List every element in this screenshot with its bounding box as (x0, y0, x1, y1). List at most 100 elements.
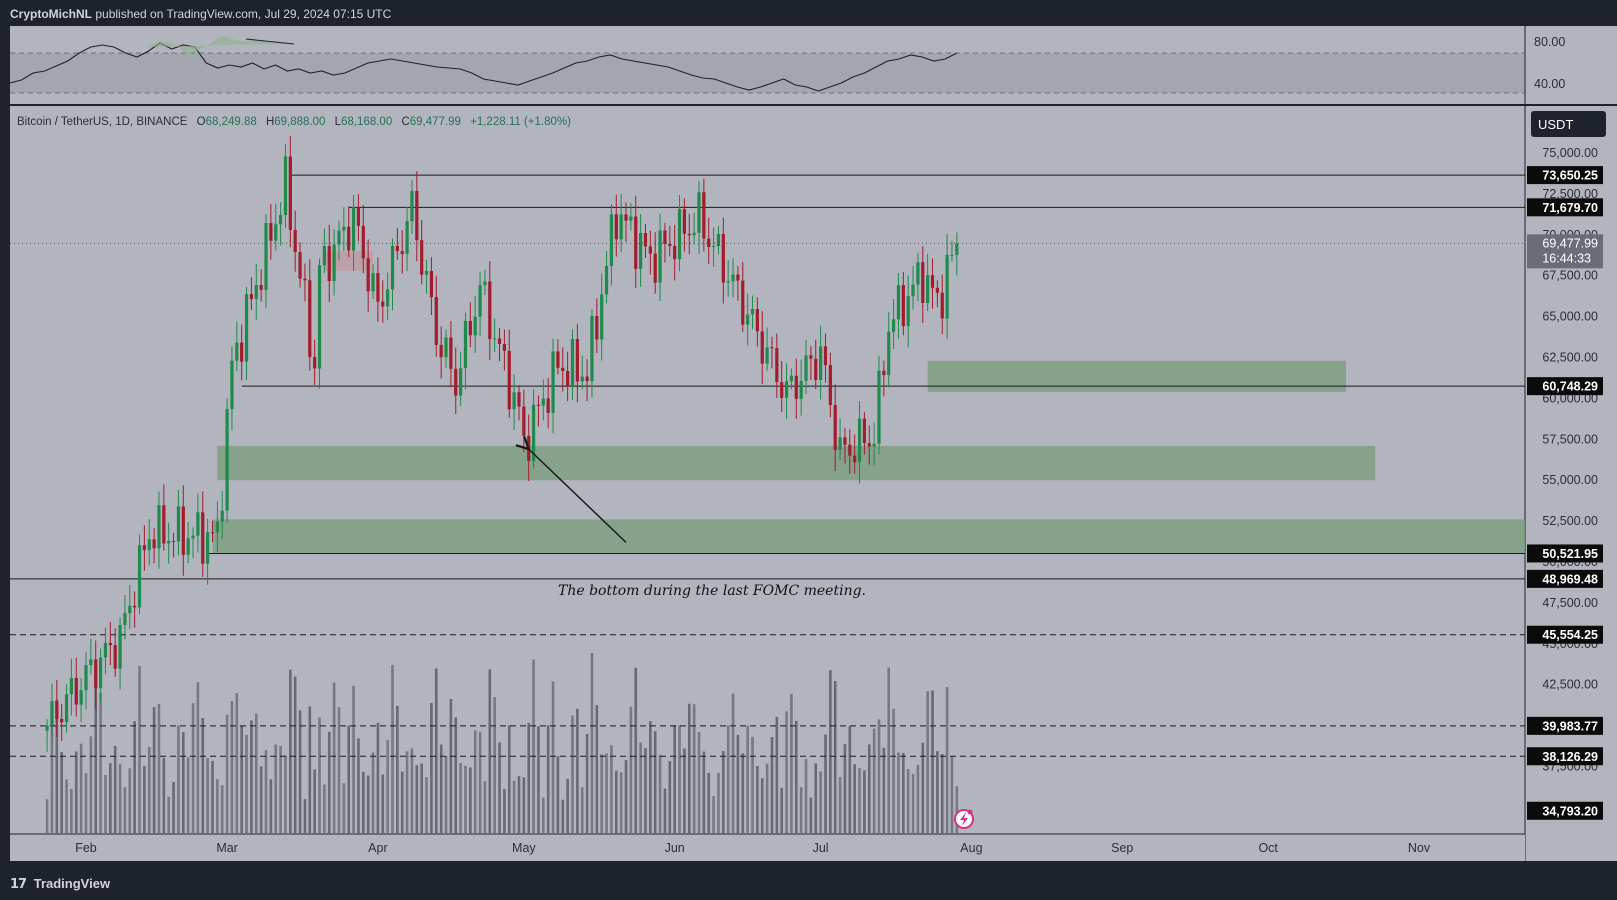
volume-bar (143, 766, 146, 833)
x-tick-label: Oct (1258, 841, 1278, 855)
symbol-legend[interactable]: Bitcoin / TetherUS, 1D, BINANCE O68,249.… (17, 116, 571, 128)
annotation-text[interactable]: The bottom during the last FOMC meeting. (558, 583, 866, 599)
candle-body (439, 344, 443, 358)
demand-zone[interactable] (217, 445, 1376, 481)
publisher-author[interactable]: CryptoMichNL (10, 7, 92, 21)
volume-bar (79, 743, 83, 833)
time-axis[interactable] (10, 834, 1525, 861)
y-tick-label: 65,000.00 (1542, 310, 1598, 324)
y-tick-label: 42,500.00 (1542, 678, 1598, 692)
volume-bar (206, 758, 209, 833)
candle-body (945, 254, 949, 319)
candle-body (794, 375, 798, 399)
volume-bar (293, 676, 297, 833)
candle-body (955, 243, 959, 255)
volume-bar (829, 670, 832, 833)
candle-body (162, 505, 166, 544)
candle-body (103, 643, 108, 658)
demand-zone[interactable] (927, 360, 1347, 392)
volume-bar (614, 770, 618, 833)
candle-body (580, 376, 584, 382)
y-tick-label: 55,000.00 (1542, 473, 1598, 487)
volume-bar (756, 766, 759, 833)
publisher-bar: CryptoMichNL published on TradingView.co… (0, 0, 1617, 28)
currency-button[interactable] (1531, 111, 1606, 137)
volume-bar (45, 799, 49, 833)
candle-body (746, 314, 750, 325)
volume-bar (65, 779, 68, 833)
candle-body (668, 243, 672, 246)
volume-bar (580, 787, 584, 833)
candle-body (371, 273, 375, 292)
candle-body (171, 541, 176, 543)
volume-bar (838, 777, 842, 833)
candle-body (663, 230, 667, 244)
candle-body (741, 280, 745, 325)
volume-bar (790, 693, 793, 833)
candle-body (381, 301, 385, 307)
candle-body (133, 605, 137, 608)
volume-bar (235, 693, 239, 833)
rsi-divergence-line[interactable] (245, 38, 295, 45)
candle-body (220, 510, 224, 522)
tradingview-logo-icon[interactable]: 𝟭𝟳 (10, 876, 27, 891)
footer-brand[interactable]: TradingView (33, 876, 111, 891)
x-tick-label: Nov (1408, 841, 1431, 855)
volume-bar (936, 751, 939, 833)
volume-bar (177, 725, 180, 833)
level-label: 73,650.25 (1542, 169, 1598, 183)
volume-bar (240, 725, 243, 833)
candles-group (45, 136, 959, 752)
candle-body (814, 358, 818, 381)
last-price-label[interactable]: 69,477.99 16:44:33 (1527, 234, 1603, 269)
volume-bar (415, 765, 419, 833)
volume-bar (318, 717, 321, 833)
candle-body (118, 625, 122, 669)
volume-bar (478, 731, 482, 833)
level-label: 60,748.29 (1542, 380, 1598, 394)
level-label: 71,679.70 (1542, 201, 1598, 215)
supply-zone[interactable] (324, 251, 374, 271)
candle-body (765, 347, 769, 364)
candle-body (410, 190, 414, 222)
volume-bar (74, 751, 78, 833)
candle-body (142, 545, 146, 551)
volume-bar (381, 774, 385, 833)
candle-body (809, 355, 813, 359)
volume-bar (133, 721, 136, 833)
annotation-arrow[interactable] (529, 449, 627, 543)
candle-body (254, 285, 258, 300)
volume-bar (488, 669, 492, 833)
last-price-value: 69,477.99 (1542, 236, 1598, 250)
candle-body (157, 505, 161, 549)
volume-bar (882, 747, 886, 833)
lightning-icon[interactable] (954, 809, 974, 829)
volume-bar (527, 722, 531, 833)
volume-bar (892, 708, 895, 833)
volume-bar (765, 763, 769, 833)
volume-bar (921, 742, 925, 833)
volume-bar (722, 751, 725, 833)
candle-body (463, 320, 468, 369)
currency-label: USDT (1538, 117, 1573, 132)
volume-bar (824, 734, 827, 833)
volume-bar (396, 705, 399, 833)
rsi-axis: 80.00 40.00 (1534, 35, 1565, 91)
volume-bar (113, 745, 117, 833)
volume-bar (332, 682, 336, 833)
volume-bar (872, 728, 876, 833)
candle-body (215, 521, 219, 533)
volume-bar (634, 667, 638, 833)
volume-bar (269, 779, 273, 833)
candle-body (585, 376, 589, 382)
demand-zone[interactable] (212, 519, 1526, 554)
volume-bar (853, 764, 856, 833)
volume-group (45, 653, 959, 833)
volume-bar (342, 783, 346, 833)
volume-bar (726, 725, 730, 833)
candle-body (867, 443, 871, 447)
candle-body (390, 245, 395, 290)
volume-bar (537, 726, 540, 833)
volume-bar (775, 716, 779, 833)
